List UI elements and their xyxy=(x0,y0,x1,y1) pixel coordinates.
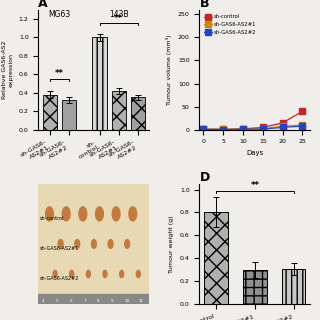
Circle shape xyxy=(96,207,103,221)
Circle shape xyxy=(112,207,120,221)
X-axis label: Days: Days xyxy=(246,150,263,156)
Text: 8: 8 xyxy=(97,299,100,303)
Y-axis label: Tumour weight (g): Tumour weight (g) xyxy=(169,215,174,273)
Bar xyxy=(282,269,305,304)
Text: sh-GAS6-AS2#2: sh-GAS6-AS2#2 xyxy=(39,276,79,281)
Bar xyxy=(38,294,149,304)
Text: 6: 6 xyxy=(69,299,72,303)
Circle shape xyxy=(58,239,63,248)
Y-axis label: Relative GAS6-AS2
expression: Relative GAS6-AS2 expression xyxy=(3,40,13,99)
Bar xyxy=(131,97,145,130)
Circle shape xyxy=(53,270,57,277)
Text: 5: 5 xyxy=(56,299,58,303)
Text: **: ** xyxy=(114,13,123,22)
Text: 10: 10 xyxy=(125,299,130,303)
Y-axis label: Tumour volume (mm³): Tumour volume (mm³) xyxy=(166,35,172,105)
Circle shape xyxy=(70,270,74,277)
Circle shape xyxy=(136,270,140,277)
Bar xyxy=(62,100,76,130)
Text: sh-GAS6-AS2#1: sh-GAS6-AS2#1 xyxy=(39,246,79,251)
Circle shape xyxy=(46,207,53,221)
Bar xyxy=(204,212,228,304)
Circle shape xyxy=(86,270,90,277)
Bar xyxy=(92,37,107,130)
Text: 11: 11 xyxy=(139,299,144,303)
Circle shape xyxy=(75,239,80,248)
Text: **: ** xyxy=(55,69,64,78)
Circle shape xyxy=(92,239,96,248)
Circle shape xyxy=(62,207,70,221)
Circle shape xyxy=(79,207,87,221)
Text: MG63: MG63 xyxy=(48,10,71,19)
Circle shape xyxy=(108,239,113,248)
Text: 4: 4 xyxy=(42,299,44,303)
Bar xyxy=(43,95,57,130)
Legend: sh-control, sh-GAS6-AS2#1, sh-GAS6-AS2#2: sh-control, sh-GAS6-AS2#1, sh-GAS6-AS2#2 xyxy=(202,12,259,37)
Circle shape xyxy=(120,270,124,277)
Text: **: ** xyxy=(250,181,260,190)
Text: sh-control: sh-control xyxy=(39,216,64,221)
Circle shape xyxy=(103,270,107,277)
Text: D: D xyxy=(199,171,210,184)
Bar xyxy=(112,91,126,130)
Text: A: A xyxy=(38,0,48,10)
Text: 143B: 143B xyxy=(109,10,129,19)
Bar xyxy=(243,270,267,304)
Text: 9: 9 xyxy=(111,299,114,303)
Text: B: B xyxy=(199,0,209,10)
Circle shape xyxy=(129,207,137,221)
Circle shape xyxy=(125,239,130,248)
Text: 7: 7 xyxy=(84,299,86,303)
